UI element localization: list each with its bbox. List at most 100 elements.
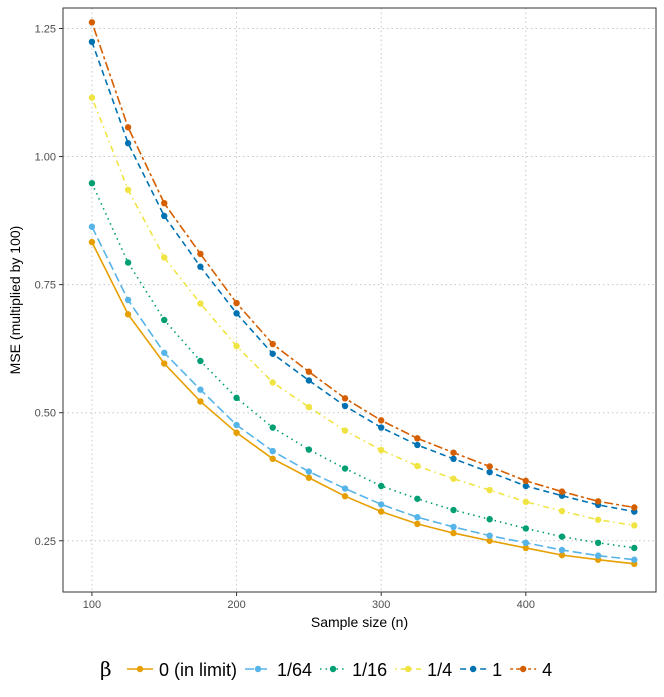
- legend-key-point: [469, 665, 477, 673]
- data-point: [161, 316, 168, 324]
- data-point: [341, 493, 349, 500]
- legend-title: β: [100, 657, 112, 681]
- data-point: [631, 522, 638, 529]
- data-point: [124, 311, 132, 318]
- data-point: [233, 299, 240, 307]
- data-point: [594, 516, 602, 523]
- data-point: [269, 424, 276, 431]
- y-axis-title: MSE (multiplied by 100): [7, 226, 23, 375]
- legend-key-point: [254, 665, 262, 673]
- data-point: [341, 485, 349, 492]
- data-point: [161, 360, 168, 367]
- data-point: [450, 506, 457, 514]
- data-point: [305, 474, 313, 481]
- data-point: [414, 495, 421, 502]
- data-point: [269, 447, 276, 455]
- data-point: [197, 250, 204, 258]
- data-point: [631, 556, 638, 563]
- data-point: [558, 546, 566, 554]
- data-point: [486, 532, 493, 539]
- legend-key-point: [404, 665, 412, 673]
- x-tick-label: 400: [517, 599, 535, 611]
- data-point: [269, 379, 276, 386]
- y-tick-label: 0.50: [35, 408, 56, 420]
- data-point: [486, 463, 493, 470]
- data-point: [341, 395, 349, 402]
- x-tick-label: 200: [227, 599, 245, 611]
- data-point: [341, 427, 349, 434]
- series-line-0: [91, 241, 635, 565]
- y-axis: 0.25 0.50 0.75 1.00 1.25: [35, 23, 63, 548]
- data-point: [486, 486, 493, 494]
- data-point: [305, 403, 313, 411]
- data-point: [377, 501, 385, 508]
- legend-label: 4: [542, 660, 552, 680]
- data-point: [377, 446, 385, 454]
- data-point: [233, 394, 240, 402]
- data-point: [377, 508, 385, 515]
- data-point: [486, 537, 493, 544]
- data-point: [450, 475, 457, 482]
- legend-label: 1/16: [352, 660, 387, 680]
- data-point: [522, 544, 530, 552]
- data-point: [341, 402, 349, 410]
- data-point: [88, 38, 96, 46]
- data-point: [414, 441, 421, 449]
- data-point: [124, 140, 132, 147]
- data-point: [631, 504, 638, 511]
- data-point: [522, 477, 530, 485]
- data-point: [414, 514, 421, 521]
- data-point: [124, 296, 132, 304]
- data-point: [558, 488, 566, 495]
- y-tick-label: 0.75: [35, 280, 56, 292]
- series-line-3: [91, 97, 635, 527]
- plot-panel-border: [62, 7, 657, 593]
- data-point: [377, 482, 385, 490]
- legend-key-point: [519, 665, 527, 673]
- legend: β 0 (in limit) 1/64 1/16 1/4 1 4: [100, 657, 552, 681]
- data-point: [558, 551, 566, 559]
- series-lines: [91, 22, 635, 565]
- data-point: [522, 482, 530, 490]
- data-point: [161, 349, 168, 356]
- data-point: [233, 342, 240, 350]
- data-point: [233, 429, 240, 436]
- data-point: [305, 368, 313, 375]
- data-point: [88, 94, 96, 101]
- data-point: [197, 263, 204, 270]
- data-point: [414, 520, 421, 528]
- data-point: [594, 498, 602, 505]
- data-point: [197, 386, 204, 393]
- data-point: [197, 398, 204, 405]
- data-point: [161, 199, 168, 207]
- data-point: [305, 468, 313, 475]
- legend-key-point: [329, 665, 337, 673]
- data-point: [233, 421, 240, 429]
- data-point: [631, 544, 638, 552]
- data-point: [594, 552, 602, 559]
- y-tick-label: 1.25: [35, 23, 56, 35]
- data-point: [197, 300, 204, 307]
- data-point: [305, 377, 313, 384]
- legend-label: 0 (in limit): [159, 660, 237, 680]
- legend-key-point: [136, 665, 144, 673]
- data-point: [233, 310, 240, 317]
- series-points: [88, 19, 638, 568]
- data-point: [377, 424, 385, 431]
- data-point: [161, 254, 168, 261]
- data-point: [197, 357, 204, 365]
- series-line-2: [91, 182, 635, 549]
- data-point: [558, 507, 566, 515]
- grid-lines: [63, 8, 656, 592]
- data-point: [269, 455, 276, 463]
- data-point: [124, 186, 132, 194]
- data-point: [486, 516, 493, 523]
- data-point: [486, 468, 493, 476]
- data-point: [88, 238, 96, 246]
- data-point: [450, 455, 457, 463]
- data-point: [124, 259, 132, 266]
- data-point: [522, 525, 530, 532]
- data-point: [450, 529, 457, 537]
